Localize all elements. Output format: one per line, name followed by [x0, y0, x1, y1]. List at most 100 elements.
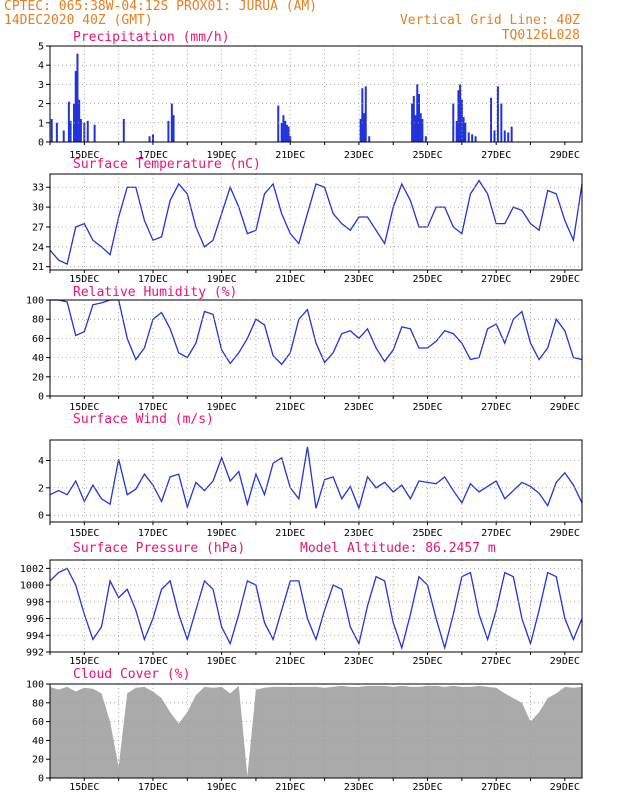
precip-bar — [471, 134, 474, 142]
precip-bar — [412, 95, 415, 142]
y-tick-label: 20 — [32, 755, 44, 766]
y-tick-label: 4 — [38, 61, 44, 72]
x-date-label: 27DEC — [481, 150, 511, 161]
x-date-label: 19DEC — [207, 274, 237, 285]
x-date-label: 23DEC — [344, 274, 374, 285]
x-date-label: 17DEC — [138, 150, 168, 161]
x-date-label: 19DEC — [207, 150, 237, 161]
precip-bar — [490, 97, 493, 142]
y-tick-label: 0 — [38, 392, 44, 403]
cloud-area — [50, 685, 582, 778]
precip-bar — [285, 124, 288, 142]
precip-bar — [368, 136, 371, 142]
precip-bar — [467, 132, 470, 142]
precip-bar — [280, 122, 283, 142]
y-tick-label: 20 — [32, 372, 44, 383]
y-tick-label: 998 — [26, 597, 44, 608]
x-date-label: 15DEC — [69, 150, 99, 161]
precip-bar — [50, 118, 53, 142]
precip-bar — [55, 122, 58, 142]
precip-bar — [74, 70, 77, 142]
x-date-label: 25DEC — [412, 402, 442, 413]
precip-bar — [76, 53, 79, 142]
precip-bar — [419, 113, 422, 142]
precip-bar — [507, 132, 510, 142]
series-line — [50, 299, 583, 366]
panel-title: Cloud Cover (%) — [73, 667, 190, 682]
header-datetime: 14DEC2020 40Z (GMT) — [4, 13, 153, 28]
x-date-label: 21DEC — [275, 402, 305, 413]
precip-bar — [414, 115, 417, 142]
y-tick-label: 1 — [38, 118, 44, 129]
x-date-label: 25DEC — [412, 274, 442, 285]
x-date-label: 29DEC — [550, 656, 580, 667]
precip-bar — [424, 136, 427, 142]
precip-bar — [500, 103, 503, 142]
y-tick-label: 40 — [32, 353, 44, 364]
x-date-label: 25DEC — [412, 782, 442, 793]
precip-bar — [170, 103, 173, 142]
precip-bar — [62, 130, 65, 142]
y-tick-label: 40 — [32, 736, 44, 747]
precip-bar — [416, 84, 419, 142]
precip-bar — [457, 90, 460, 142]
precip-bar — [167, 120, 170, 142]
y-tick-label: 0 — [38, 138, 44, 149]
x-date-label: 21DEC — [275, 782, 305, 793]
panel-frame — [49, 439, 583, 523]
x-date-label: 17DEC — [138, 528, 168, 539]
precip-bar — [460, 99, 463, 142]
panel-title: Surface Pressure (hPa) — [73, 541, 245, 556]
x-date-label: 19DEC — [207, 782, 237, 793]
x-date-label: 27DEC — [481, 528, 511, 539]
y-tick-label: 100 — [26, 680, 44, 691]
x-date-label: 19DEC — [207, 656, 237, 667]
x-date-label: 29DEC — [550, 528, 580, 539]
precip-bar — [148, 136, 151, 142]
x-date-label: 23DEC — [344, 150, 374, 161]
x-date-label: 25DEC — [412, 656, 442, 667]
x-date-label: 15DEC — [69, 656, 99, 667]
precip-bar — [452, 103, 455, 142]
x-date-label: 25DEC — [412, 150, 442, 161]
precip-bar — [462, 117, 465, 142]
y-tick-label: 100 — [26, 296, 44, 307]
precip-bar — [459, 84, 462, 142]
y-tick-label: 33 — [32, 183, 44, 194]
panel-frame — [49, 683, 583, 779]
precip-bar — [83, 122, 86, 142]
y-tick-label: 0 — [38, 511, 44, 522]
precip-bar — [122, 118, 125, 142]
precip-bar — [496, 86, 499, 142]
panel-frame — [49, 299, 583, 397]
precip-bar — [86, 120, 89, 142]
header-station: CPTEC: 065:38W-04:12S PROX01: JURUA (AM) — [4, 0, 318, 14]
x-date-label: 27DEC — [481, 656, 511, 667]
x-date-label: 27DEC — [481, 782, 511, 793]
y-tick-label: 994 — [26, 631, 44, 642]
y-tick-label: 3 — [38, 80, 44, 91]
x-date-label: 21DEC — [275, 274, 305, 285]
series-line — [49, 446, 583, 511]
x-date-label: 19DEC — [207, 402, 237, 413]
precip-bar — [287, 126, 290, 142]
y-tick-label: 27 — [32, 222, 44, 233]
x-date-label: 27DEC — [481, 274, 511, 285]
panel-title: Relative Humidity (%) — [73, 285, 237, 300]
precip-bar — [455, 120, 458, 142]
precip-bar — [421, 118, 424, 142]
y-tick-label: 24 — [32, 242, 44, 253]
x-date-label: 29DEC — [550, 402, 580, 413]
y-tick-label: 80 — [32, 698, 44, 709]
panel-4: Surface Pressure (hPa) Model Altitude: 86… — [20, 541, 583, 667]
y-tick-label: 2 — [38, 483, 44, 494]
panel-frame — [49, 173, 583, 271]
precip-bar — [172, 115, 175, 142]
precip-bar — [282, 115, 285, 142]
header-model-code: TQ0126L028 — [501, 28, 580, 43]
precip-bar — [67, 101, 70, 142]
y-tick-label: 21 — [32, 262, 44, 273]
panel-3: Surface Wind (m/s) 0 2 4 15DEC 17DEC 19DEC 21DE… — [38, 412, 583, 539]
series-line — [49, 179, 583, 265]
precip-bar — [289, 136, 292, 142]
